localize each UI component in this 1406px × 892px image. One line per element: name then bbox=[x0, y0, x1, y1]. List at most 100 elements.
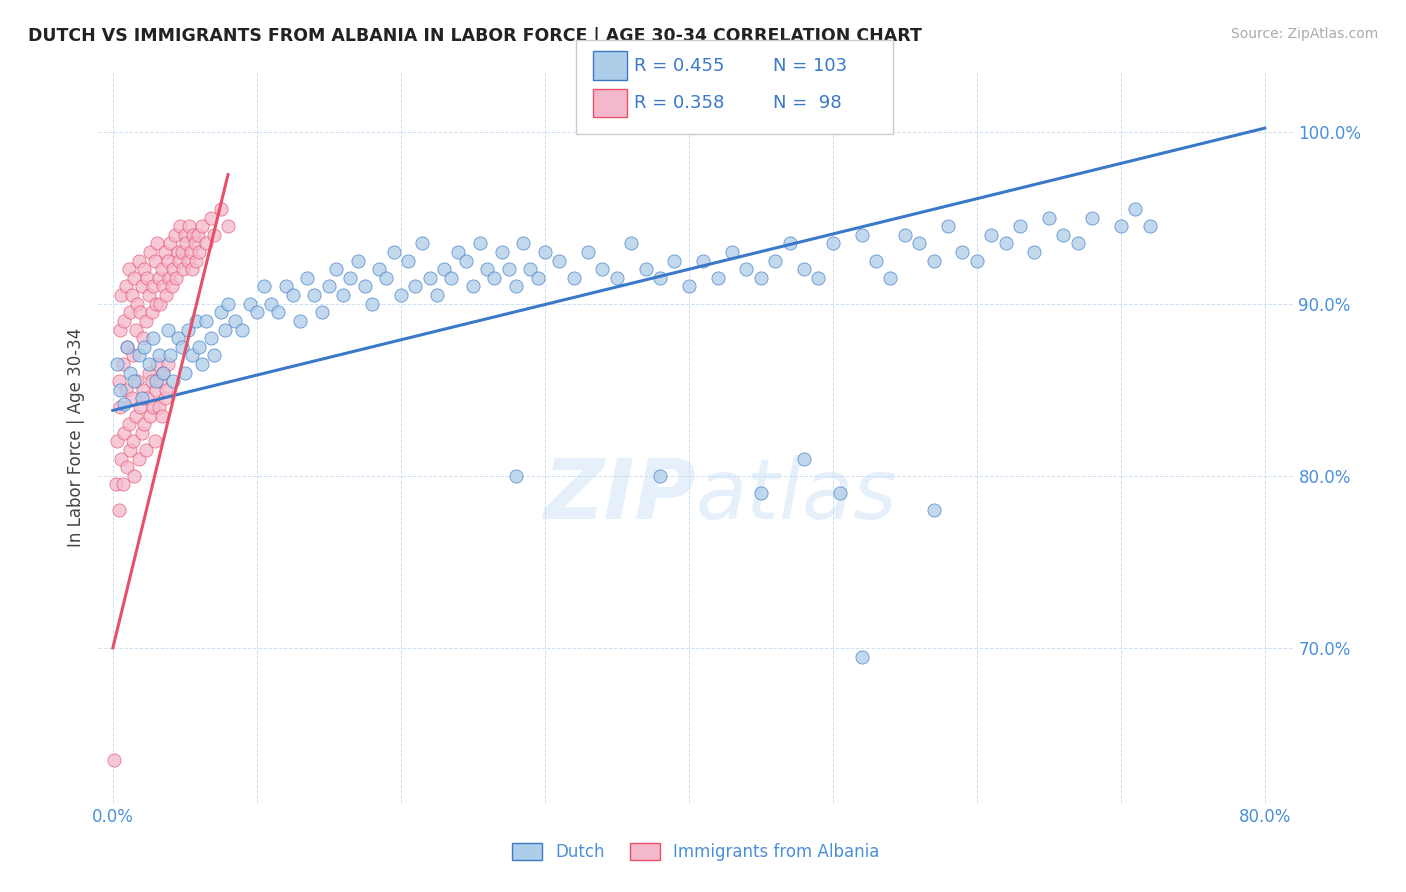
Point bbox=[167, 253, 190, 268]
Point bbox=[484, 271, 506, 285]
Point bbox=[865, 253, 887, 268]
Point bbox=[122, 348, 145, 362]
Point bbox=[157, 271, 180, 285]
Point bbox=[188, 340, 211, 354]
Point bbox=[153, 245, 176, 260]
Point bbox=[115, 340, 138, 354]
Point bbox=[346, 253, 368, 268]
Point bbox=[634, 262, 657, 277]
Point bbox=[477, 262, 499, 277]
Point bbox=[149, 374, 172, 388]
Point bbox=[150, 262, 173, 277]
Point bbox=[141, 305, 163, 319]
Point bbox=[139, 409, 162, 423]
Point bbox=[145, 296, 167, 310]
Point bbox=[692, 253, 714, 268]
Point bbox=[526, 271, 548, 285]
Point bbox=[131, 425, 153, 440]
Point bbox=[120, 442, 142, 457]
Point bbox=[125, 322, 148, 336]
Point bbox=[127, 374, 149, 388]
Point bbox=[419, 271, 441, 285]
Point bbox=[980, 227, 1002, 242]
Point bbox=[136, 271, 159, 285]
Point bbox=[209, 305, 232, 319]
Point bbox=[339, 271, 361, 285]
Point bbox=[148, 348, 170, 362]
Point bbox=[281, 288, 304, 302]
Point bbox=[304, 288, 326, 302]
Point bbox=[138, 288, 160, 302]
Point bbox=[115, 460, 138, 475]
Point bbox=[152, 366, 174, 380]
Point bbox=[112, 314, 135, 328]
Point bbox=[136, 392, 159, 406]
Point bbox=[172, 262, 194, 277]
Point bbox=[735, 262, 758, 277]
Point bbox=[404, 279, 426, 293]
Point bbox=[128, 253, 150, 268]
Point bbox=[361, 296, 384, 310]
Point bbox=[152, 279, 174, 293]
Point bbox=[186, 314, 208, 328]
Point bbox=[128, 451, 150, 466]
Point bbox=[851, 227, 873, 242]
Point bbox=[105, 434, 128, 449]
Point bbox=[217, 296, 239, 310]
Point bbox=[807, 271, 830, 285]
Point bbox=[491, 245, 513, 260]
Point bbox=[1139, 219, 1161, 234]
Point bbox=[664, 253, 686, 268]
Point bbox=[209, 202, 232, 216]
Point bbox=[200, 211, 222, 225]
Text: N = 103: N = 103 bbox=[773, 57, 848, 75]
Point bbox=[146, 236, 169, 251]
Point bbox=[129, 400, 152, 414]
Point bbox=[139, 245, 162, 260]
Point bbox=[186, 253, 208, 268]
Point bbox=[749, 486, 772, 500]
Point bbox=[375, 271, 398, 285]
Point bbox=[505, 279, 527, 293]
Point bbox=[591, 262, 613, 277]
Point bbox=[131, 279, 153, 293]
Point bbox=[267, 305, 290, 319]
Point bbox=[779, 236, 801, 251]
Point bbox=[184, 236, 207, 251]
Point bbox=[138, 357, 160, 371]
Point bbox=[202, 227, 225, 242]
Point bbox=[103, 753, 125, 767]
Point bbox=[141, 374, 163, 388]
Point bbox=[200, 331, 222, 345]
Point bbox=[143, 253, 166, 268]
Point bbox=[112, 396, 135, 410]
Point bbox=[202, 348, 225, 362]
Point bbox=[908, 236, 931, 251]
Point bbox=[793, 262, 815, 277]
Point bbox=[389, 288, 412, 302]
Point bbox=[150, 409, 173, 423]
Point bbox=[411, 236, 433, 251]
Point bbox=[104, 477, 127, 491]
Point bbox=[166, 245, 188, 260]
Point bbox=[548, 253, 571, 268]
Point bbox=[936, 219, 959, 234]
Point bbox=[1081, 211, 1104, 225]
Point bbox=[1008, 219, 1031, 234]
Point bbox=[922, 503, 945, 517]
Point bbox=[295, 271, 318, 285]
Point bbox=[332, 288, 354, 302]
Point bbox=[108, 383, 131, 397]
Point bbox=[176, 253, 198, 268]
Point bbox=[440, 271, 463, 285]
Point bbox=[105, 357, 128, 371]
Point bbox=[706, 271, 728, 285]
Point bbox=[107, 374, 129, 388]
Point bbox=[950, 245, 973, 260]
Point bbox=[124, 374, 146, 388]
Point bbox=[893, 227, 915, 242]
Point bbox=[128, 348, 150, 362]
Point bbox=[966, 253, 988, 268]
Point bbox=[353, 279, 375, 293]
Point bbox=[195, 236, 218, 251]
